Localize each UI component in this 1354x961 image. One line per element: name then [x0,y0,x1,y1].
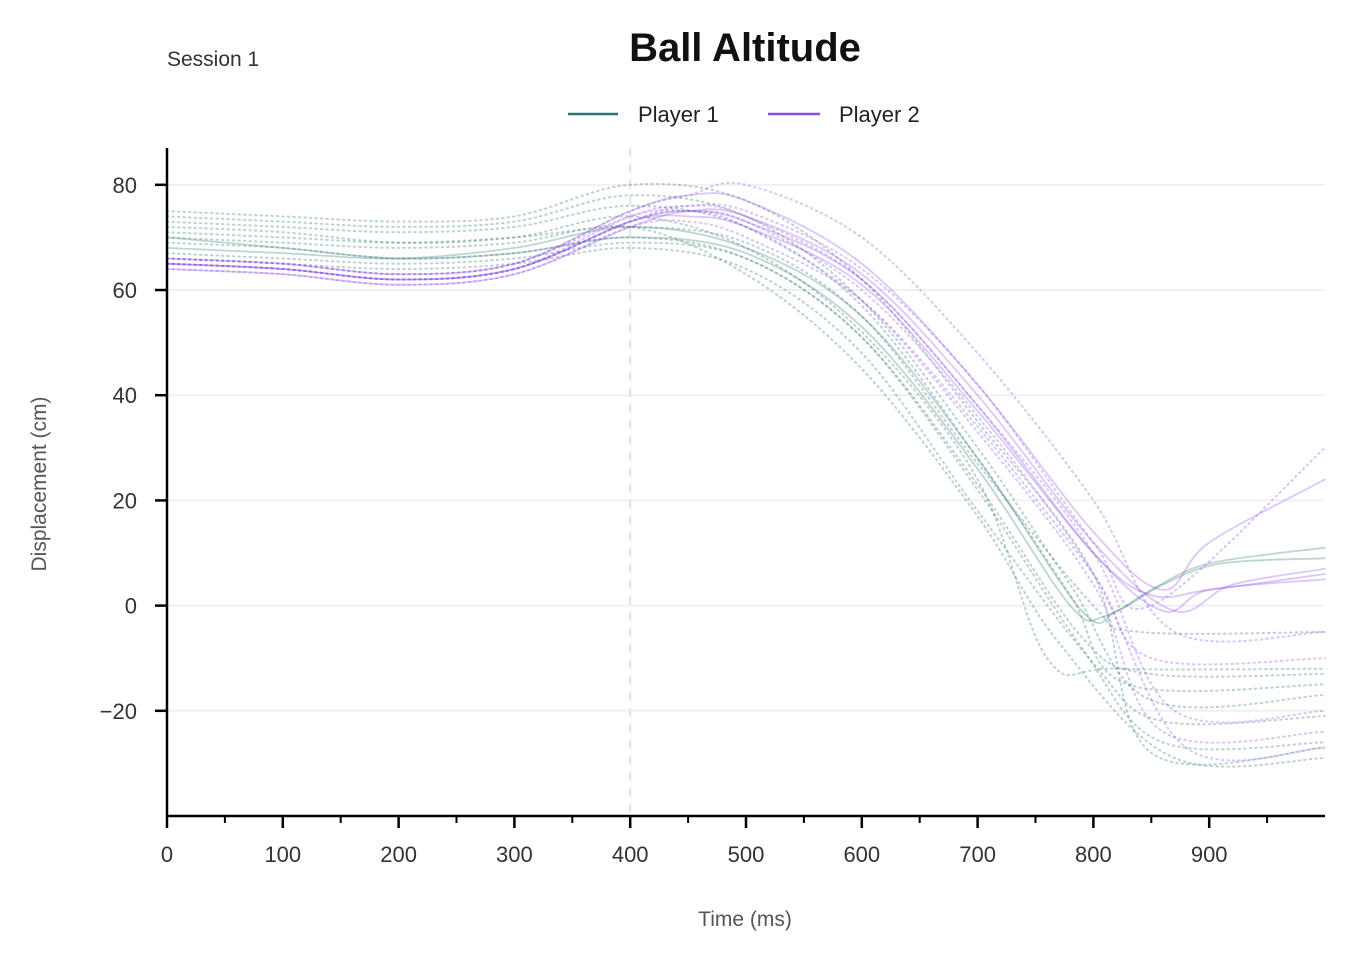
series-line-player-1-trial-11 [166,224,1326,768]
series-line-player-2-trial-9 [166,209,1326,744]
legend-label-player-1: Player 1 [638,102,719,127]
series-line-player-2-trial-3 [166,208,1326,613]
x-tick-label: 100 [264,842,301,867]
x-tick-label: 900 [1191,842,1228,867]
series-line-player-1-trial-10 [166,241,1326,678]
y-tick-label: 80 [113,173,137,198]
y-axis-label: Displacement (cm) [28,396,51,571]
series-line-player-2-trial-10 [166,203,1326,610]
chart-title: Ball Altitude [629,26,861,70]
series-line-player-1-trial-4 [166,182,1326,766]
series-line-player-1-trial-1 [166,236,1326,622]
series-line-player-2-trial-2 [166,192,1326,591]
series-line-player-2-trial-6 [166,204,1326,724]
series-line-player-1-trial-7 [166,215,1326,676]
y-tick-label: −20 [100,699,137,724]
y-tick-label: 20 [113,488,137,513]
legend: Player 1 Player 2 [568,102,920,127]
grid [167,183,1325,712]
x-tick-label: 0 [161,842,173,867]
x-tick-label: 500 [728,842,765,867]
y-tick-label: 0 [125,594,137,619]
x-tick-label: 400 [612,842,649,867]
series-line-player-2-trial-1 [166,214,1326,599]
series-line-player-2-trial-5 [166,209,1326,762]
legend-label-player-2: Player 2 [839,102,920,127]
x-tick-label: 300 [496,842,533,867]
series-line-player-1-trial-6 [166,246,1326,726]
series-line-player-2-trial-7 [166,219,1326,666]
series-line-player-1-trial-5 [166,236,1326,751]
series-line-player-1-trial-8 [166,225,1326,635]
y-tick-label: 60 [113,278,137,303]
x-tick-label: 600 [843,842,880,867]
series-line-player-1-trial-3 [166,204,1326,693]
x-tick-label: 200 [380,842,417,867]
series-line-player-1-trial-9 [166,194,1326,709]
series-line-player-2-trial-8 [166,181,1326,643]
series-lines [166,181,1326,768]
x-tick-label: 700 [959,842,996,867]
chart-subtitle: Session 1 [167,48,259,71]
series-line-player-1-trial-2 [166,225,1326,625]
x-axis-label: Time (ms) [698,908,792,931]
series-line-player-2-trial-4 [166,210,1326,613]
x-tick-label: 800 [1075,842,1112,867]
y-tick-label: 40 [113,383,137,408]
